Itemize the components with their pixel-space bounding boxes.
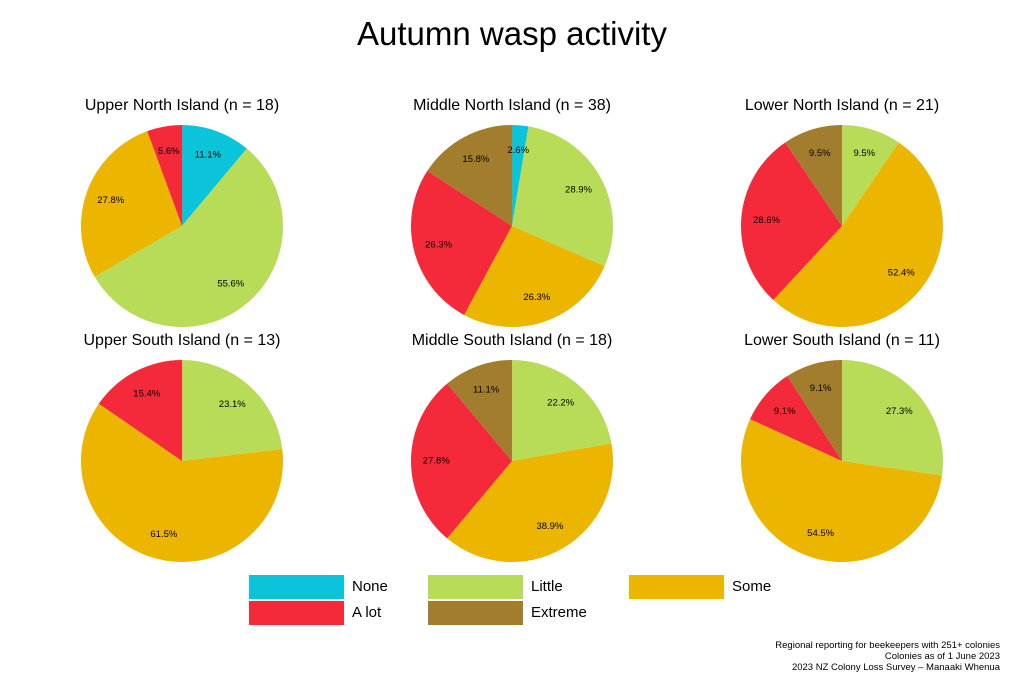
legend-swatch-extreme: [428, 601, 523, 625]
legend-swatch-a-lot: [249, 601, 344, 625]
slice-label-a-lot: 9.1%: [774, 406, 796, 417]
pie-slice-a-lot: [147, 125, 182, 226]
slice-label-some: 61.5%: [150, 529, 177, 540]
pie-slice-extreme: [447, 360, 512, 461]
pie-slice-a-lot: [410, 170, 512, 315]
slice-label-extreme: 15.8%: [462, 154, 489, 165]
chart-title: Autumn wasp activity: [357, 15, 667, 52]
slice-label-none: 2.6%: [507, 145, 529, 156]
legend-label-extreme: Extreme: [531, 604, 587, 621]
slice-label-little: 9.5%: [853, 148, 875, 159]
slice-label-little: 55.6%: [217, 278, 244, 289]
slice-label-extreme: 11.1%: [473, 384, 500, 395]
pie-slice-none: [512, 125, 529, 226]
slice-label-some: 54.5%: [807, 528, 834, 539]
slice-label-some: 26.3%: [523, 292, 550, 303]
slice-label-a-lot: 15.4%: [133, 388, 160, 399]
slice-label-some: 52.4%: [888, 268, 915, 279]
pie-panel-upper-north: Upper North Island (n = 18) 11.1% 55.6% 27…: [32, 96, 332, 336]
footer-line: Colonies as of 1 June 2023: [884, 651, 1000, 662]
slice-label-extreme: 9.1%: [810, 383, 832, 394]
pie-chart: 22.2% 38.9% 27.8% 11.1%: [410, 360, 614, 563]
footer-note: Regional reporting for beekeepers with 2…: [775, 640, 1000, 673]
pie-slice-some: [81, 131, 182, 277]
pie-slice-extreme: [787, 360, 842, 461]
pie-title: Lower North Island (n = 21): [744, 97, 940, 114]
slice-label-extreme: 9.5%: [809, 148, 831, 159]
pie-slice-a-lot: [98, 360, 182, 461]
pie-chart: 27.3% 54.5% 9.1% 9.1%: [741, 360, 944, 562]
footer-line: Regional reporting for beekeepers with 2…: [775, 640, 1000, 651]
pie-chart: 2.6% 28.9% 26.3% 26.3% 15.8%: [410, 125, 613, 327]
pie-panel-lower-south: Lower South Island (n = 11) 27.3% 54.5% 9.…: [692, 331, 992, 571]
pie-slice-extreme: [427, 125, 512, 226]
pie-slice-some: [741, 419, 942, 562]
pie-title: Lower South Island (n = 11): [744, 332, 940, 349]
legend-label-none: None: [352, 578, 388, 595]
pie-slice-little: [94, 148, 284, 328]
pie-slice-some: [773, 142, 943, 327]
legend-label-little: Little: [531, 578, 563, 595]
slice-label-some: 38.9%: [536, 521, 563, 532]
slice-label-little: 23.1%: [219, 399, 246, 410]
pie-slice-some: [447, 443, 614, 563]
pie-title: Middle South Island (n = 18): [411, 332, 613, 349]
slice-label-none: 11.1%: [195, 149, 222, 160]
pie-title: Middle North Island (n = 38): [413, 97, 611, 114]
pie-slice-little: [512, 126, 613, 267]
pie-chart: 9.5% 52.4% 28.6% 9.5%: [740, 125, 943, 327]
slice-label-a-lot: 28.6%: [753, 215, 780, 226]
pie-slice-none: [182, 125, 247, 226]
pie-chart: 11.1% 55.6% 27.8% 5.6%: [81, 125, 284, 328]
slice-label-little: 22.2%: [547, 397, 574, 408]
pie-slice-a-lot: [410, 383, 512, 539]
footer-line: 2023 NZ Colony Loss Survey – Manaaki Whe…: [791, 662, 1000, 673]
legend-swatch-little: [428, 575, 523, 599]
pie-slice-extreme: [785, 125, 842, 226]
legend-label-a-lot: A lot: [352, 604, 382, 621]
pie-slice-little: [842, 125, 899, 226]
pie-slice-some: [464, 226, 605, 327]
pie-panel-middle-south: Middle South Island (n = 18) 22.2% 38.9% 2…: [362, 331, 662, 571]
legend-swatch-none: [249, 575, 344, 599]
slice-label-some: 27.8%: [97, 195, 124, 206]
slice-label-a-lot: 26.3%: [425, 239, 452, 250]
slice-label-a-lot: 27.8%: [423, 456, 450, 467]
legend-swatch-some: [629, 575, 724, 599]
pie-slice-little: [182, 360, 283, 461]
pie-title: Upper North Island (n = 18): [84, 97, 280, 114]
pie-panel-middle-north: Middle North Island (n = 38) 2.6% 28.9% 26…: [362, 96, 662, 336]
slice-label-a-lot: 5.6%: [158, 146, 180, 157]
pie-chart: 23.1% 61.5% 15.4%: [80, 360, 283, 563]
pie-slice-some: [80, 403, 283, 563]
pie-panel-upper-south: Upper South Island (n = 13) 23.1% 61.5% 15…: [32, 331, 332, 571]
pie-panel-lower-north: Lower North Island (n = 21) 9.5% 52.4% 28.…: [692, 96, 992, 336]
pie-slice-little: [842, 360, 944, 476]
slice-label-little: 27.3%: [886, 406, 913, 417]
pie-slice-a-lot: [750, 376, 842, 461]
legend-label-some: Some: [732, 578, 772, 595]
pie-slice-little: [512, 360, 612, 461]
pie-title: Upper South Island (n = 13): [83, 332, 281, 349]
slice-label-little: 28.9%: [565, 184, 592, 195]
pie-slice-a-lot: [740, 142, 842, 301]
